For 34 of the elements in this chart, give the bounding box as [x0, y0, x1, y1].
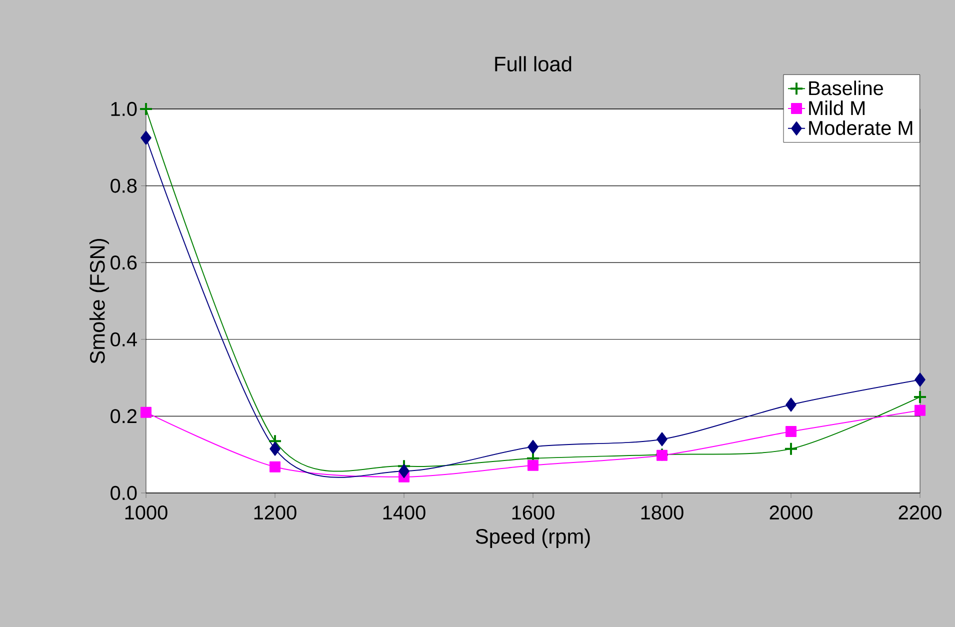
legend-label: Baseline: [809, 80, 884, 96]
point: [786, 398, 796, 412]
x-tick-label: 2200: [898, 506, 942, 520]
y-tick-label: 0.6: [110, 256, 137, 270]
x-tick-label: 1000: [125, 506, 168, 520]
point: [914, 404, 926, 416]
point: [270, 442, 280, 456]
point: [786, 426, 797, 438]
x-tick-label: 1200: [254, 506, 296, 520]
point: [528, 440, 538, 454]
point: [914, 372, 926, 387]
y-tick-label: 0.2: [110, 409, 136, 424]
y-tick-label: 0.8: [110, 178, 137, 193]
point: [784, 442, 798, 456]
y-axis-title: Smoke (FSN): [89, 238, 109, 364]
x-axis-title: Speed (rpm): [476, 528, 590, 548]
x-tick-label: 1400: [383, 506, 426, 520]
legend-label: Mild M: [809, 100, 865, 116]
y-tick-label: 0.4: [110, 332, 137, 346]
x-tick-label: 2000: [770, 506, 812, 520]
point: [140, 406, 152, 418]
x-tick-label: 1800: [641, 506, 684, 520]
y-tick-label: 0.0: [110, 486, 137, 500]
point: [140, 130, 152, 145]
point: [913, 390, 928, 404]
legend-label: Moderate M: [809, 120, 912, 136]
x-tick-label: 1600: [512, 506, 554, 520]
point: [139, 102, 154, 116]
point: [528, 460, 539, 471]
point: [398, 464, 410, 478]
chart-title: Full load: [495, 56, 572, 72]
point: [656, 432, 668, 446]
point: [270, 461, 281, 472]
y-tick-label: 1.0: [111, 102, 137, 116]
